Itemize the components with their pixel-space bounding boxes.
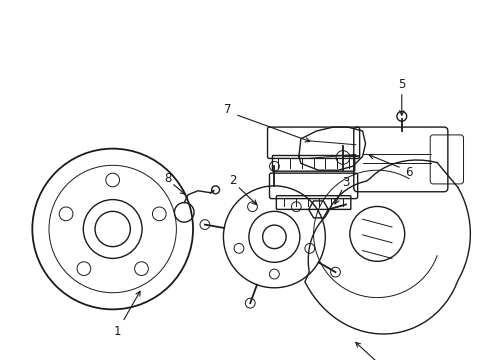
Text: 1: 1 [114, 325, 121, 338]
Text: 5: 5 [397, 78, 405, 91]
Text: 7: 7 [223, 103, 231, 116]
Text: 8: 8 [163, 171, 171, 185]
Text: 3: 3 [342, 176, 349, 189]
Text: 2: 2 [229, 174, 237, 186]
Text: 6: 6 [404, 166, 411, 179]
